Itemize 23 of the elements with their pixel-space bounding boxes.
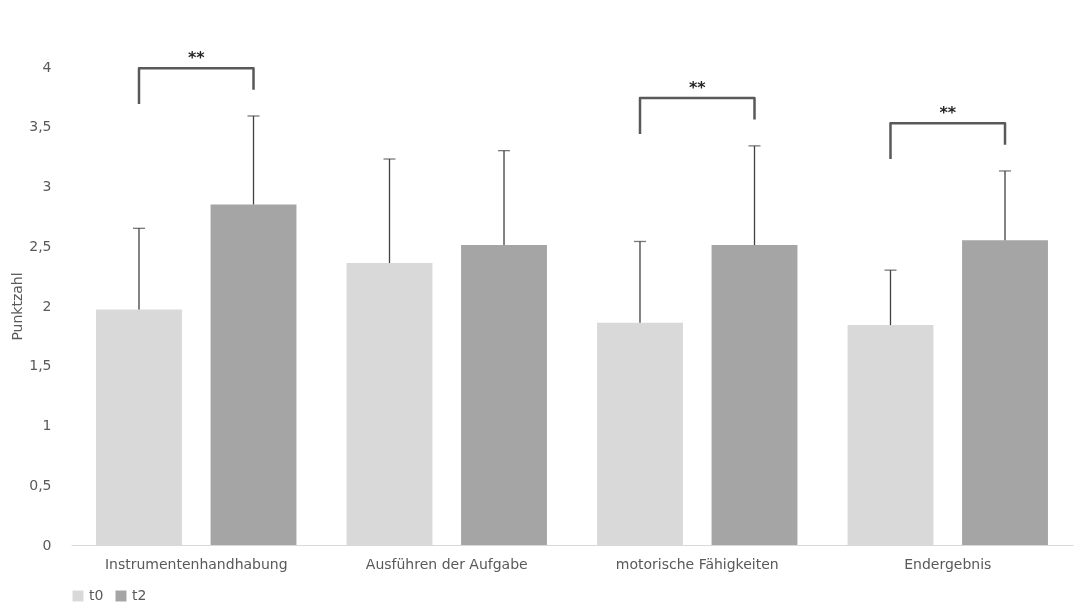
annotation: ** <box>939 103 957 123</box>
x-tick-label: Ausführen der Aufgabe <box>365 555 528 572</box>
x-tick-label: motorische Fähigkeiten <box>615 555 779 572</box>
y-tick-label: 0 <box>42 536 52 553</box>
y-tick-label: 4 <box>42 58 52 75</box>
bar <box>461 245 547 545</box>
annotation: ** <box>688 78 707 98</box>
x-tick-label: Instrumentenhandhabung <box>104 555 288 572</box>
y-tick-label: 3,5 <box>29 118 52 135</box>
y-tick-label: 3 <box>42 178 52 194</box>
y-tick-label: 0,5 <box>29 476 52 493</box>
x-tick-label: Endergebnis <box>904 555 992 572</box>
bar <box>962 240 1048 545</box>
y-tick-label: 2 <box>42 297 52 314</box>
legend-label: t0 <box>89 587 104 603</box>
legend-label: t2 <box>132 587 147 603</box>
y-axis-title: Punktzahl <box>9 272 26 341</box>
annotation: ** <box>187 48 206 68</box>
y-tick-label: 1 <box>42 417 52 433</box>
y-tick-label: 2,5 <box>29 237 52 254</box>
bar <box>210 204 297 545</box>
bar <box>711 245 798 545</box>
y-tick-label: 1,5 <box>29 357 52 374</box>
